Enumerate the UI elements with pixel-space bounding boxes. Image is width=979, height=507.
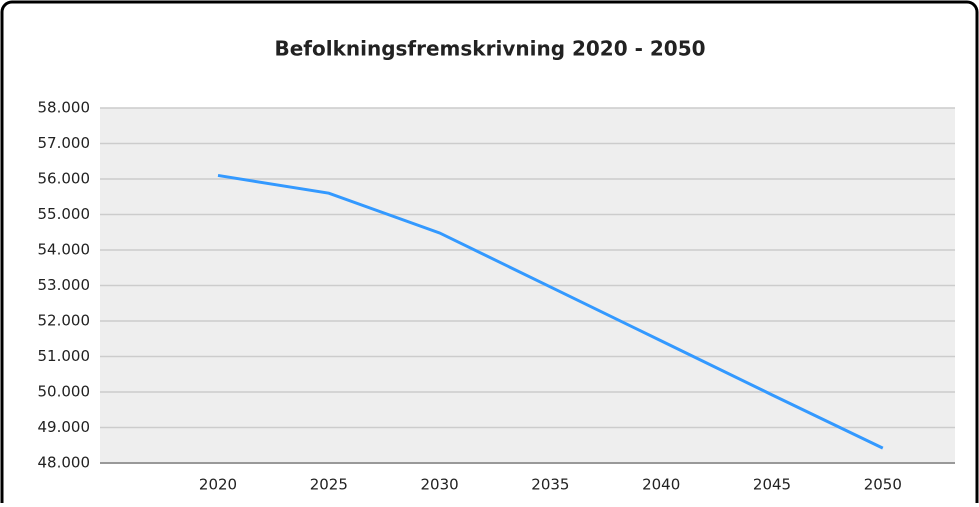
y-tick-label: 53.000 xyxy=(38,276,91,294)
y-tick-label: 51.000 xyxy=(38,347,91,365)
x-tick-label: 2030 xyxy=(421,476,459,494)
y-tick-label: 54.000 xyxy=(38,241,91,259)
y-tick-label: 58.000 xyxy=(38,99,91,117)
line xyxy=(217,173,884,450)
y-tick-label: 50.000 xyxy=(38,383,91,401)
x-tick-label: 2045 xyxy=(753,476,791,494)
x-tick-label: 2050 xyxy=(864,476,902,494)
y-tick-label: 52.000 xyxy=(38,312,91,330)
y-tick-label: 56.000 xyxy=(38,170,91,188)
y-tick-label: 48.000 xyxy=(38,454,91,472)
y-tick-label: 55.000 xyxy=(38,205,91,223)
x-tick-label: 2040 xyxy=(642,476,680,494)
x-tick-label: 2020 xyxy=(199,476,237,494)
y-tick-label: 49.000 xyxy=(38,418,91,436)
y-tick-label: 57.000 xyxy=(38,134,91,152)
x-tick-label: 2025 xyxy=(310,476,348,494)
x-tick-label: 2035 xyxy=(531,476,569,494)
chart-title: Befolkningsfremskrivning 2020 - 2050 xyxy=(274,37,705,61)
